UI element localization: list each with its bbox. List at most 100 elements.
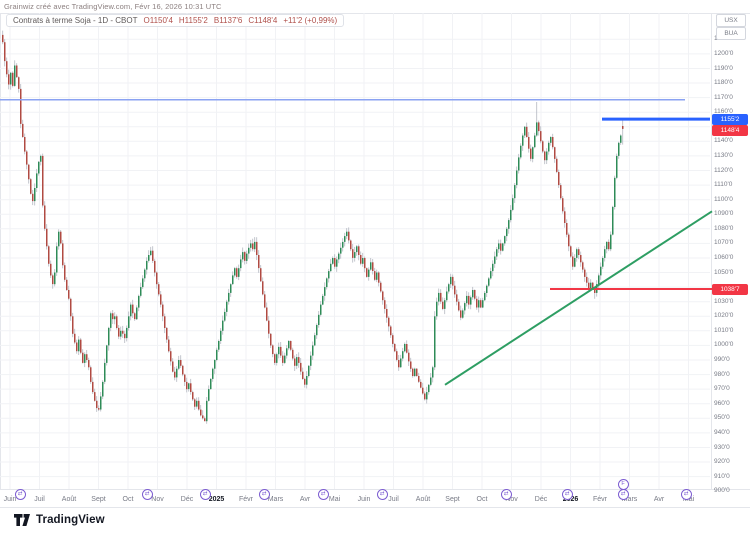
candle-body [266,307,268,321]
candle-body [118,327,120,337]
contract-roll-marker[interactable]: ⇄ [617,489,629,500]
candle-body [296,357,298,366]
candle-body [20,88,22,124]
candle-body [350,240,352,250]
contract-roll-marker[interactable]: ⇄ [500,489,512,500]
candle-body [564,211,566,223]
candle-body [148,255,150,261]
candle-body [354,252,356,258]
candle-body [222,320,224,331]
contract-roll-marker[interactable]: ⇄ [199,489,211,500]
candle-body [416,368,418,376]
contract-roll-marker[interactable]: ⇄ [561,489,573,500]
candle-body [240,259,242,269]
header-separator [0,13,750,14]
candle-body [276,354,278,363]
symbol-legend[interactable]: Contrats à terme Soja - 1D - CBOT O1150'… [6,14,345,27]
candle-body [122,330,124,334]
candle-body [172,361,174,372]
candle-body [506,228,508,237]
price-tick-label: 1030'0 [714,297,734,305]
candle-body [472,290,474,298]
time-tick-label: Juin [3,496,17,503]
candle-body [310,355,312,366]
candle-body [450,276,452,285]
candle-body [178,360,180,369]
candle-body [334,258,336,267]
tradingview-logo-icon [14,514,30,526]
candle-body [208,389,210,401]
candle-body [100,396,102,410]
candle-body [248,247,250,254]
candle-body [90,367,92,382]
candle-body [126,327,128,339]
tradingview-branding[interactable]: TradingView [14,513,105,527]
candle-body [116,316,118,328]
candle-body [574,258,576,267]
candle-body [16,65,18,78]
candle-body [498,243,500,250]
candle-body [542,141,544,152]
candle-body [578,249,580,255]
candle-body [202,415,204,419]
price-unit-button-usx[interactable]: USX [716,14,746,27]
candle-body [544,151,546,161]
ohlc-high: H1155'2 [178,16,208,25]
candle-body [432,367,434,378]
candle-body [174,371,176,378]
candle-body [614,177,616,207]
candle-body [616,155,618,178]
candle-body [548,142,550,152]
contract-roll-marker[interactable]: ⇄ [14,489,26,500]
candle-body [224,311,226,321]
candle-body [280,346,282,356]
candle-body [154,260,156,273]
candle-body [274,354,276,363]
candle-body [198,400,200,410]
candle-body [562,198,564,212]
candle-body [164,316,166,328]
time-tick-label: Sept [91,496,106,503]
contract-roll-marker[interactable]: ⇄ [680,489,692,500]
candle-body [324,287,326,296]
time-tick-label: Mars [621,496,638,503]
candle-body [486,285,488,293]
candle-body [302,371,304,379]
candle-body [180,360,182,366]
price-tick-label: 1170'0 [714,93,733,101]
contract-roll-marker[interactable]: F [617,478,629,490]
candle-body [12,72,14,86]
candle-body [370,262,372,270]
candle-body [458,301,460,311]
candle-body [514,185,516,199]
candle-body [236,268,238,277]
candle-body [414,368,416,376]
candle-body [290,341,292,350]
candle-body [482,300,484,308]
candle-body [386,309,388,318]
time-tick-label: Avr [299,496,311,503]
candle-body [412,368,414,376]
price-tick-label: 1050'0 [714,268,734,276]
candle-body [80,339,82,353]
change-value: +11'2 (+0,99%) [283,16,338,25]
price-tick-label: 1020'0 [714,312,734,320]
price-unit-button-bua[interactable]: BUA [716,27,746,40]
candle-body [392,335,394,344]
candle-body [150,250,152,256]
candle-body [512,198,514,210]
candle-body [204,418,206,422]
candle-body [464,303,466,311]
contract-roll-marker[interactable]: ⇄ [141,489,153,500]
contract-roll-marker[interactable]: ⇄ [376,489,388,500]
candle-body [588,282,590,289]
candle-body [74,333,76,343]
candle-body [112,313,114,320]
candle-body [442,301,444,309]
ohlc-open: O1150'4 [143,16,173,25]
candle-body [78,339,80,352]
contract-roll-marker[interactable]: ⇄ [258,489,270,500]
contract-roll-marker[interactable]: ⇄ [317,489,329,500]
candle-body [318,314,320,325]
